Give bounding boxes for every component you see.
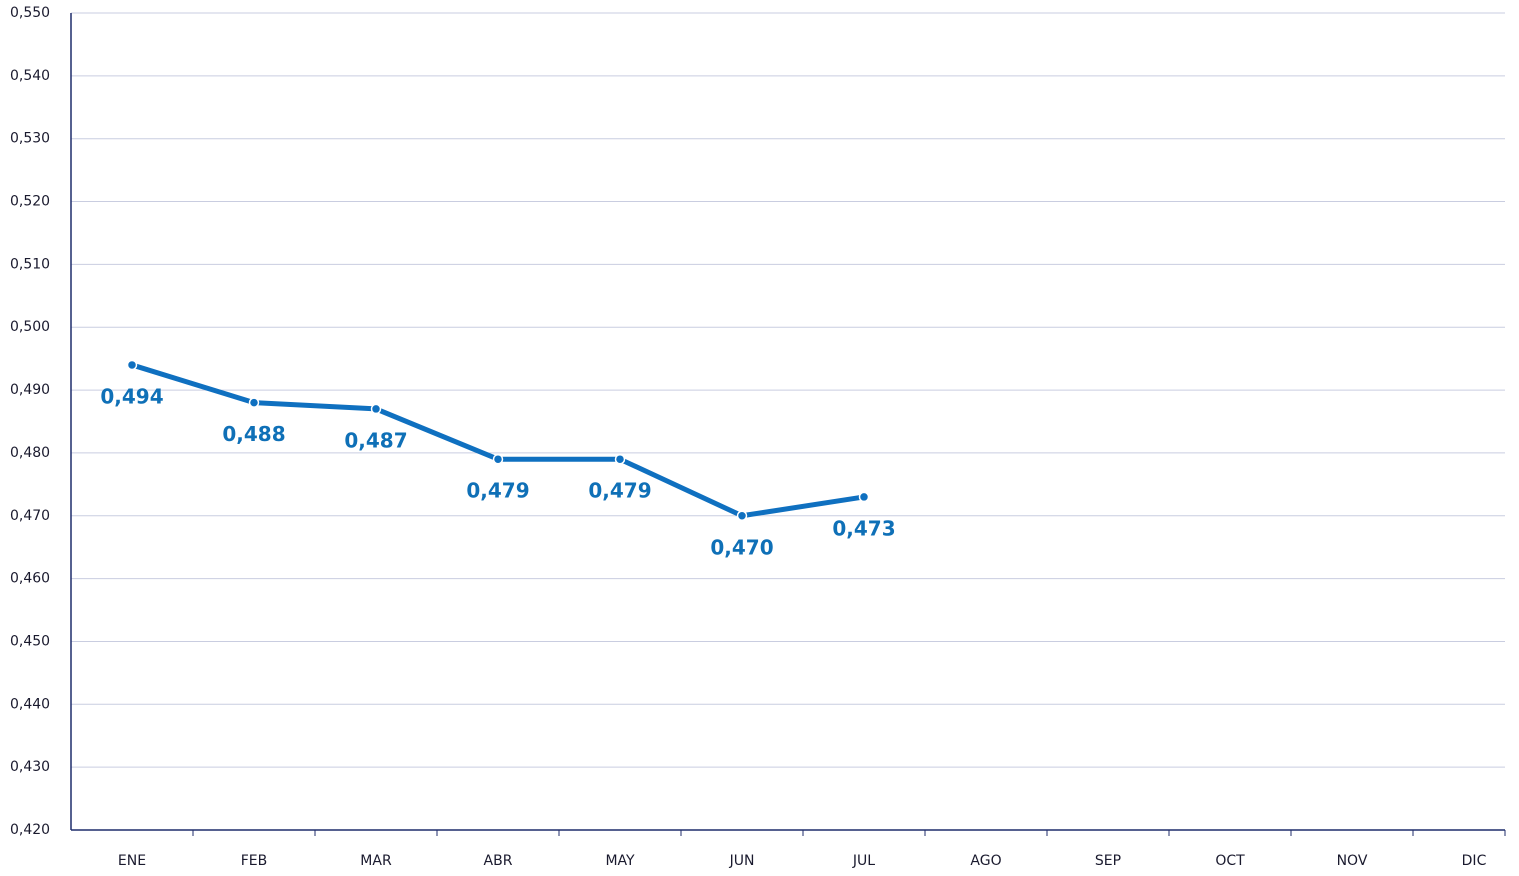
y-tick-label: 0,540: [10, 68, 50, 84]
y-tick-label: 0,470: [10, 508, 50, 524]
y-tick-label: 0,500: [10, 319, 50, 335]
x-tick-label: FEB: [241, 853, 268, 869]
y-tick-label: 0,520: [10, 194, 50, 210]
x-tick-label: DIC: [1462, 853, 1487, 869]
value-label: 0,487: [344, 428, 407, 452]
value-label: 0,494: [100, 384, 163, 408]
point: [126, 359, 138, 371]
value-label: 0,488: [222, 422, 285, 446]
x-tick-label: AGO: [970, 853, 1001, 869]
y-tick-label: 0,550: [10, 5, 50, 21]
y-tick-label: 0,490: [10, 382, 50, 398]
point: [858, 491, 870, 503]
value-label: 0,479: [466, 479, 529, 503]
point: [736, 510, 748, 522]
value-label: 0,473: [832, 516, 895, 540]
x-tick-label: SEP: [1095, 853, 1121, 869]
y-tick-label: 0,510: [10, 256, 50, 272]
y-tick-label: 0,460: [10, 571, 50, 587]
x-tick-label: JUL: [852, 853, 875, 869]
y-tick-label: 0,480: [10, 445, 50, 461]
x-tick-label: OCT: [1215, 853, 1245, 869]
value-label: 0,470: [710, 535, 773, 559]
y-tick-label: 0,450: [10, 633, 50, 649]
y-tick-label: 0,430: [10, 759, 50, 775]
x-tick-label: JUN: [729, 853, 755, 869]
y-tick-label: 0,440: [10, 696, 50, 712]
x-tick-label: NOV: [1337, 853, 1368, 869]
y-tick-label: 0,530: [10, 131, 50, 147]
point: [614, 453, 626, 465]
y-tick-label: 0,420: [10, 822, 50, 838]
x-tick-label: ENE: [118, 853, 146, 869]
point: [248, 397, 260, 408]
x-tick-label: MAR: [360, 853, 392, 869]
point: [492, 453, 504, 465]
x-tick-label: MAY: [605, 853, 635, 869]
point: [370, 403, 382, 415]
x-tick-label: ABR: [484, 853, 513, 869]
value-label: 0,479: [588, 479, 651, 503]
